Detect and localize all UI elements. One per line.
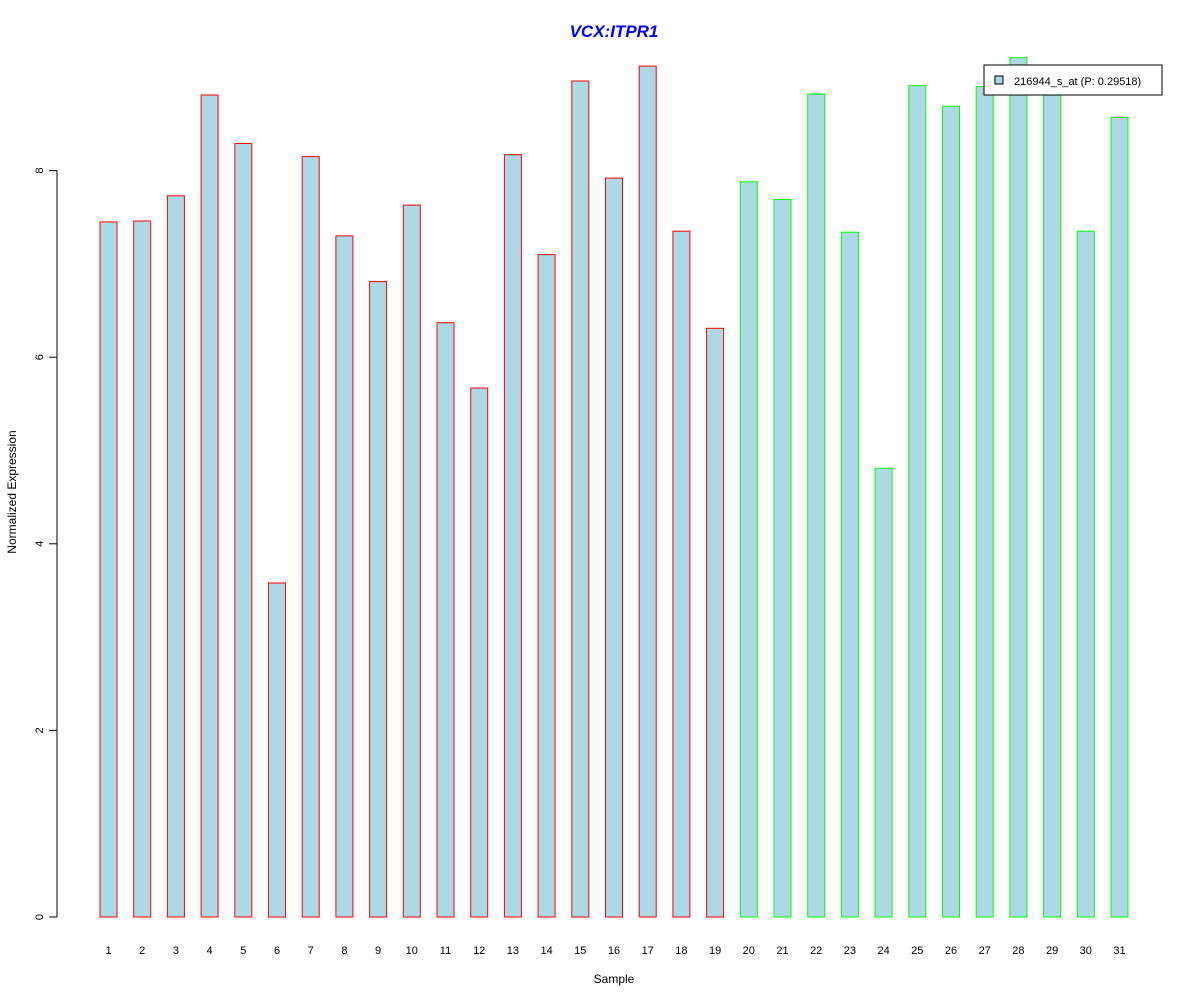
bar-sample-20: [739, 181, 758, 918]
x-tick-label: 29: [1046, 945, 1058, 957]
bar-sample-13: [503, 154, 522, 918]
legend: 216944_s_at (P: 0.29518): [983, 64, 1163, 96]
x-tick-label: 25: [911, 945, 923, 957]
bar-sample-8: [335, 235, 354, 918]
x-tick-label: 6: [274, 945, 280, 957]
y-tick-label: 2: [34, 727, 46, 733]
x-tick-label: 11: [440, 945, 451, 957]
x-tick-label: 24: [877, 945, 889, 957]
x-tick-label: 26: [945, 945, 957, 957]
x-tick-label: 7: [308, 945, 314, 957]
x-tick-label: 22: [810, 945, 822, 957]
bar-sample-18: [672, 230, 691, 918]
x-tick-label: 28: [1012, 945, 1024, 957]
bar-sample-21: [773, 199, 792, 918]
bar-sample-29: [1043, 77, 1062, 918]
bar-sample-28: [1009, 57, 1028, 918]
x-tick-label: 9: [375, 945, 381, 957]
bar-sample-10: [402, 204, 421, 918]
bar-sample-7: [301, 156, 320, 918]
bar-sample-22: [807, 93, 826, 918]
bar-sample-27: [975, 86, 994, 918]
x-tick-labels: 1 2 3 4 5 6 7 8 9 10 11 12 13 14 15 16 17 18 19 20 21 22 23 24 2…: [105, 945, 1125, 957]
x-tick-label: 5: [240, 945, 246, 957]
bar-sample-1: [99, 221, 118, 918]
x-tick-label: 23: [844, 945, 856, 957]
x-tick-label: 21: [776, 945, 788, 957]
bar-sample-25: [908, 85, 927, 918]
y-tick-label: 0: [34, 914, 46, 920]
legend-swatch: [994, 75, 1004, 85]
x-tick-label: 31: [1113, 945, 1125, 957]
bar-sample-9: [369, 281, 388, 918]
x-tick-label: 13: [507, 945, 519, 957]
bar-sample-19: [706, 327, 725, 918]
x-tick-label: 10: [406, 945, 418, 957]
bar-sample-5: [234, 143, 253, 918]
x-tick-label: 8: [341, 945, 347, 957]
x-tick-label: 19: [709, 945, 721, 957]
bar-sample-4: [200, 94, 219, 918]
y-tick-label: 8: [34, 168, 46, 174]
x-tick-label: 27: [979, 945, 991, 957]
x-tick-label: 20: [743, 945, 755, 957]
x-tick-label: 16: [608, 945, 620, 957]
x-tick-label: 12: [473, 945, 485, 957]
x-tick-label: 3: [173, 945, 179, 957]
bar-sample-12: [470, 387, 489, 918]
bar-sample-23: [840, 231, 859, 918]
x-tick-label: 18: [675, 945, 687, 957]
bar-sample-15: [571, 80, 590, 918]
y-axis-label: Normalized Expression: [5, 430, 19, 553]
bar-sample-3: [166, 195, 185, 918]
bar-sample-24: [874, 467, 893, 918]
y-axis: 0 2 4 6 8: [34, 168, 58, 920]
x-tick-label: 14: [540, 945, 552, 957]
legend-box: [983, 64, 1163, 96]
bar-sample-11: [436, 322, 455, 918]
bar-sample-16: [605, 177, 623, 918]
x-tick-label: 15: [574, 945, 586, 957]
y-tick-label: 6: [34, 354, 46, 360]
y-tick-label: 4: [34, 541, 46, 547]
bar-sample-31: [1110, 116, 1129, 918]
x-tick-label: 2: [139, 945, 145, 957]
legend-entry: 216944_s_at (P: 0.29518): [1014, 76, 1141, 88]
bar-sample-6: [268, 582, 286, 918]
x-tick-label: 17: [642, 945, 654, 957]
bars-group: [99, 57, 1129, 918]
x-axis-label: Sample: [594, 972, 635, 986]
bar-sample-14: [537, 254, 556, 918]
x-tick-label: 4: [207, 945, 213, 957]
chart-title: VCX:ITPR1: [570, 22, 659, 41]
bar-sample-17: [638, 65, 657, 918]
bar-sample-2: [133, 220, 152, 918]
x-tick-label: 30: [1080, 945, 1092, 957]
x-tick-label: 1: [105, 945, 111, 957]
bar-sample-26: [942, 105, 960, 918]
bar-sample-30: [1076, 230, 1095, 918]
